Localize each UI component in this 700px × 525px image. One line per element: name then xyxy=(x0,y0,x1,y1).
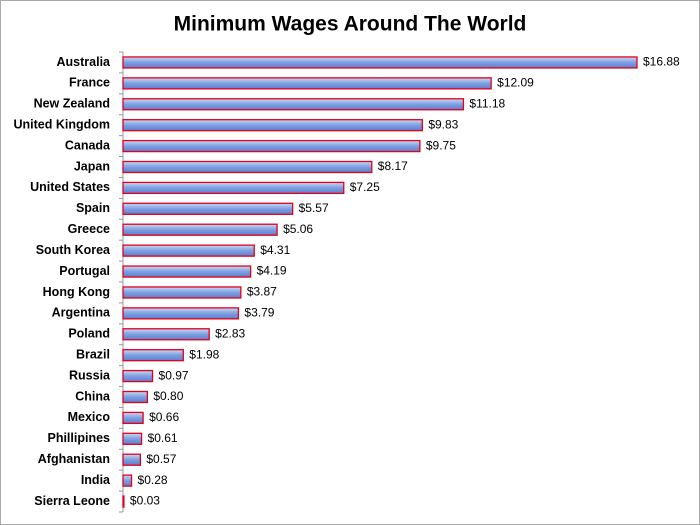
category-label: Canada xyxy=(65,138,111,152)
category-label: Brazil xyxy=(76,347,110,361)
category-label: Spain xyxy=(76,201,110,215)
category-label: Japan xyxy=(74,159,110,173)
value-label: $0.80 xyxy=(153,389,183,403)
category-label: United States xyxy=(30,180,110,194)
category-label: Russia xyxy=(69,368,111,382)
value-label: $7.25 xyxy=(350,180,380,194)
value-label: $1.98 xyxy=(189,347,219,361)
category-label: Portugal xyxy=(59,264,110,278)
value-label: $4.19 xyxy=(257,264,287,278)
value-label: $3.79 xyxy=(244,306,274,320)
bar xyxy=(122,453,142,466)
category-label: France xyxy=(69,76,110,90)
bar xyxy=(122,390,149,404)
value-label: $3.87 xyxy=(247,285,277,299)
bar xyxy=(122,56,638,69)
bar xyxy=(122,202,294,215)
value-label: $0.61 xyxy=(148,431,178,445)
category-label: Afghanistan xyxy=(38,452,110,466)
value-label: $4.31 xyxy=(260,243,290,257)
value-label: $8.17 xyxy=(378,159,408,173)
bar xyxy=(122,432,143,445)
category-label: Argentina xyxy=(52,306,111,320)
category-label: Greece xyxy=(68,222,110,236)
bar xyxy=(122,286,242,299)
category-label: Australia xyxy=(57,55,112,69)
bar xyxy=(122,474,133,487)
bar xyxy=(122,328,210,341)
value-label: $0.03 xyxy=(130,494,160,508)
value-label: $16.88 xyxy=(643,55,680,69)
bar xyxy=(122,307,240,320)
bar xyxy=(122,495,125,508)
category-label: China xyxy=(75,389,111,403)
bar xyxy=(122,139,421,153)
category-label: South Korea xyxy=(36,243,111,257)
category-label: Phillipines xyxy=(47,431,110,445)
value-label: $12.09 xyxy=(497,76,534,90)
category-label: India xyxy=(81,473,111,487)
bar xyxy=(122,98,465,111)
category-label: Mexico xyxy=(68,410,111,424)
value-label: $11.18 xyxy=(469,96,505,110)
bar xyxy=(122,411,144,425)
value-label: $2.83 xyxy=(215,326,245,340)
value-label: $5.06 xyxy=(283,222,313,236)
bar xyxy=(122,349,184,362)
bar xyxy=(122,223,278,236)
value-label: $0.28 xyxy=(138,473,168,487)
value-label: $9.83 xyxy=(428,117,458,131)
value-label: $0.97 xyxy=(159,368,189,382)
value-label: $5.57 xyxy=(299,201,329,215)
category-label: Hong Kong xyxy=(43,285,110,299)
bar xyxy=(122,265,252,278)
category-label: United Kingdom xyxy=(13,117,110,131)
bar xyxy=(122,77,492,90)
category-label: New Zealand xyxy=(34,97,110,111)
chart-title: Minimum Wages Around The World xyxy=(174,13,527,36)
bar xyxy=(122,244,255,257)
category-label: Sierra Leone xyxy=(34,494,110,508)
category-label: Poland xyxy=(68,327,110,341)
value-label: $0.57 xyxy=(146,452,176,466)
bar xyxy=(122,369,154,383)
value-label: $0.66 xyxy=(149,410,179,424)
bar xyxy=(122,181,345,195)
bar xyxy=(122,160,373,174)
bar xyxy=(122,119,423,132)
value-label: $9.75 xyxy=(426,138,456,152)
